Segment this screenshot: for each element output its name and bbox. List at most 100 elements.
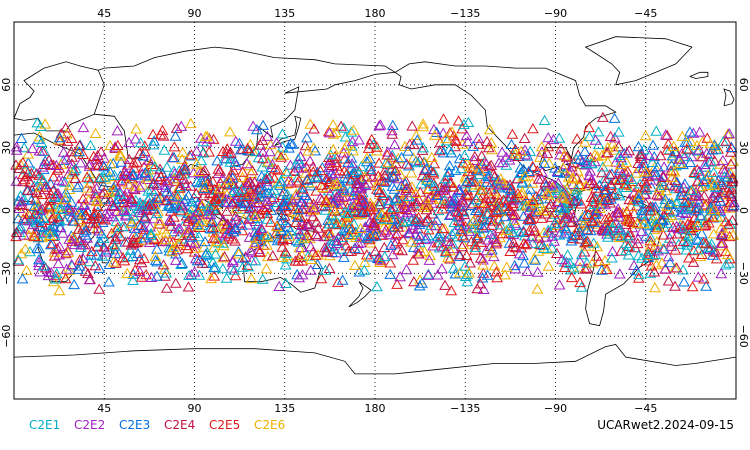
occultation-point-c2e1 (461, 268, 474, 280)
occultation-point-c2e3 (410, 155, 422, 166)
occultation-point-c2e1 (677, 223, 689, 235)
occultation-point-c2e1 (443, 144, 455, 155)
occultation-point-c2e4 (716, 178, 728, 190)
occultation-point-c2e1 (537, 242, 550, 253)
occultation-point-c2e6 (591, 150, 604, 161)
occultation-point-c2e6 (62, 246, 74, 258)
occultation-point-c2e2 (294, 228, 307, 239)
occultation-point-c2e6 (146, 155, 158, 166)
occultation-point-c2e1 (280, 165, 292, 177)
occultation-point-c2e2 (303, 218, 316, 229)
occultation-point-c2e1 (37, 175, 50, 186)
occultation-point-c2e3 (301, 174, 314, 185)
occultation-point-c2e6 (557, 162, 569, 173)
occultation-point-c2e6 (283, 230, 296, 241)
occultation-point-c2e2 (526, 230, 538, 242)
occultation-point-c2e6 (650, 235, 663, 247)
occultation-point-c2e6 (180, 227, 192, 238)
occultation-point-c2e4 (243, 202, 256, 214)
occultation-point-c2e4 (89, 259, 102, 271)
occultation-point-c2e6 (222, 174, 235, 185)
occultation-point-c2e1 (613, 188, 625, 199)
occultation-point-c2e3 (301, 132, 313, 143)
occultation-point-c2e5 (323, 157, 336, 168)
occultation-point-c2e1 (371, 280, 383, 292)
occultation-point-c2e5 (490, 266, 503, 277)
occultation-point-c2e6 (81, 182, 93, 193)
occultation-point-c2e5 (722, 218, 735, 230)
occultation-point-c2e2 (658, 161, 670, 172)
occultation-point-c2e6 (205, 272, 217, 284)
occultation-point-c2e5 (719, 215, 732, 227)
occultation-point-c2e4 (91, 149, 104, 160)
occultation-point-c2e3 (692, 202, 705, 213)
occultation-point-c2e3 (255, 170, 268, 181)
occultation-point-c2e5 (640, 255, 653, 266)
occultation-point-c2e4 (127, 237, 140, 249)
occultation-point-c2e5 (574, 276, 586, 288)
occultation-point-c2e6 (121, 267, 134, 278)
occultation-point-c2e4 (218, 250, 231, 262)
occultation-point-c2e5 (135, 271, 148, 282)
occultation-point-c2e3 (430, 214, 443, 225)
occultation-point-c2e3 (445, 147, 458, 158)
occultation-point-c2e3 (526, 201, 538, 212)
occultation-point-c2e5 (621, 205, 633, 216)
occultation-point-c2e1 (224, 153, 237, 164)
occultation-point-c2e3 (103, 258, 116, 269)
occultation-point-c2e5 (212, 163, 225, 174)
occultation-point-c2e2 (715, 267, 728, 279)
occultation-point-c2e2 (615, 224, 628, 235)
occultation-point-c2e6 (704, 137, 717, 149)
occultation-point-c2e6 (196, 200, 209, 211)
occultation-point-c2e2 (422, 269, 435, 280)
occultation-point-c2e4 (353, 243, 365, 255)
occultation-point-c2e6 (494, 205, 507, 217)
occultation-point-c2e5 (421, 215, 434, 226)
occultation-point-c2e2 (643, 149, 656, 160)
occultation-point-c2e5 (427, 168, 440, 179)
occultation-point-c2e5 (291, 177, 304, 188)
occultation-point-c2e3 (112, 193, 125, 204)
occultation-point-c2e5 (93, 212, 106, 223)
occultation-point-c2e2 (608, 132, 621, 143)
occultation-point-c2e2 (454, 219, 466, 231)
occultation-point-c2e2 (265, 193, 278, 204)
occultation-point-c2e2 (402, 206, 415, 218)
occultation-point-c2e4 (487, 215, 500, 226)
occultation-point-c2e1 (500, 159, 513, 170)
occultation-point-c2e5 (91, 200, 104, 212)
occultation-point-c2e2 (659, 129, 672, 140)
occultation-point-c2e1 (561, 249, 574, 260)
occultation-point-c2e6 (44, 229, 56, 240)
occultation-point-c2e6 (405, 236, 418, 247)
occultation-point-c2e1 (606, 252, 618, 263)
occultation-point-c2e4 (629, 241, 642, 253)
coastline (13, 61, 105, 132)
occultation-point-c2e5 (275, 151, 287, 162)
occultation-point-c2e5 (671, 228, 684, 239)
occultation-point-c2e1 (145, 227, 157, 238)
occultation-point-c2e5 (210, 204, 222, 215)
occultation-points (10, 111, 740, 296)
legend-entry-c2e3: C2E3 (119, 418, 150, 432)
occultation-point-c2e3 (284, 137, 297, 148)
occultation-point-c2e1 (571, 184, 583, 195)
occultation-point-c2e1 (119, 205, 132, 217)
legend-entry-c2e1: C2E1 (29, 418, 60, 432)
occultation-point-c2e3 (601, 193, 614, 204)
occultation-point-c2e6 (407, 152, 420, 163)
occultation-point-c2e6 (676, 130, 689, 141)
occultation-point-c2e2 (36, 161, 49, 172)
occultation-point-c2e3 (453, 250, 466, 261)
occultation-point-c2e1 (636, 252, 648, 263)
occultation-point-c2e4 (504, 179, 516, 190)
occultation-point-c2e1 (124, 244, 137, 255)
occultation-point-c2e6 (696, 135, 709, 147)
occultation-point-c2e6 (660, 184, 672, 196)
right-lat-label: 30 (737, 141, 750, 155)
occultation-point-c2e5 (44, 188, 57, 199)
occultation-point-c2e3 (465, 199, 478, 210)
occultation-point-c2e1 (623, 240, 636, 251)
occultation-point-c2e2 (77, 199, 90, 210)
